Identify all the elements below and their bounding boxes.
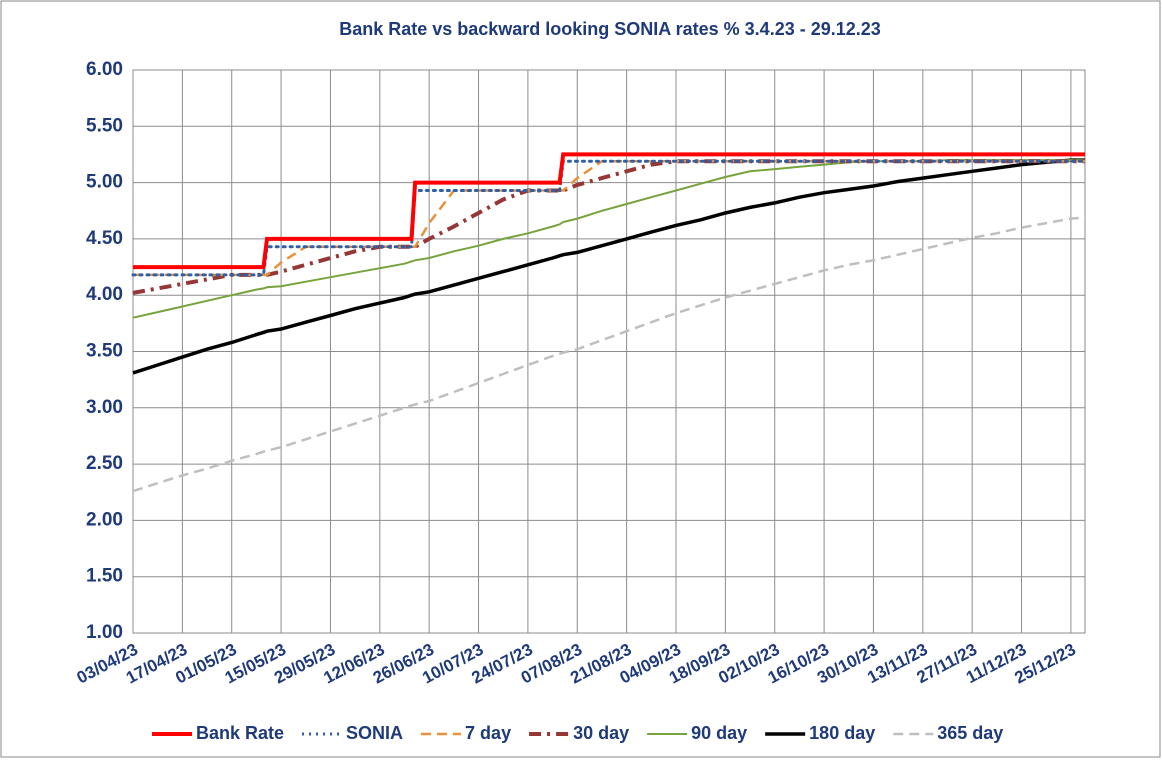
legend-label: 180 day [809,723,875,743]
y-tick-label: 1.00 [86,622,123,643]
y-tick-label: 2.50 [86,453,123,474]
series-line [132,216,1086,493]
chart-title: Bank Rate vs backward looking SONIA rate… [339,19,881,39]
y-tick-label: 6.00 [86,59,123,80]
legend-label: 30 day [573,723,629,743]
y-tick-label: 3.00 [86,397,123,418]
legend-label: 7 day [465,723,511,743]
y-tick-label: 3.50 [86,341,123,362]
series-line [133,159,1085,277]
y-tick-label: 4.50 [86,228,123,249]
legend-label: Bank Rate [196,723,284,743]
y-tick-label: 5.00 [86,172,123,193]
y-tick-label: 2.00 [86,509,123,530]
y-tick-label: 1.50 [86,566,123,587]
series-line [133,152,1085,270]
legend-label: 365 day [937,723,1003,743]
legend-label: SONIA [346,723,403,743]
y-tick-label: 4.00 [86,284,123,305]
y-tick-label: 5.50 [86,115,123,136]
series-line [132,158,1085,375]
legend-label: 90 day [691,723,747,743]
series-line [132,159,1085,295]
